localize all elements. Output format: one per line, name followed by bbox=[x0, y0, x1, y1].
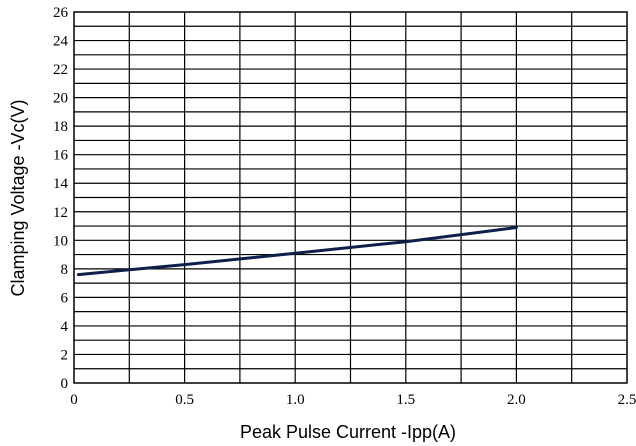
y-tick-label: 24 bbox=[53, 34, 69, 50]
y-tick-label: 22 bbox=[53, 62, 68, 78]
y-axis-label: Clamping Voltage -Vc(V) bbox=[8, 99, 28, 296]
y-tick-label: 8 bbox=[61, 262, 69, 278]
y-tick-label: 0 bbox=[61, 376, 69, 392]
x-tick-label: 2.5 bbox=[618, 392, 636, 408]
x-axis-label: Peak Pulse Current -Ipp(A) bbox=[240, 422, 456, 442]
x-tick-label: 0 bbox=[70, 392, 78, 408]
y-tick-label: 6 bbox=[61, 290, 69, 306]
x-tick-label: 2.0 bbox=[507, 392, 526, 408]
x-tick-label: 0.5 bbox=[175, 392, 194, 408]
y-tick-label: 14 bbox=[53, 176, 69, 192]
series-line bbox=[76, 226, 518, 277]
y-tick-label: 26 bbox=[53, 5, 69, 21]
plot-frame bbox=[73, 11, 628, 384]
x-tick-label: 1.0 bbox=[286, 392, 305, 408]
y-tick-label: 20 bbox=[53, 91, 68, 107]
y-tick-label: 4 bbox=[61, 319, 69, 335]
y-tick-label: 12 bbox=[53, 205, 68, 221]
y-tick-label: 18 bbox=[53, 119, 68, 135]
y-tick-label: 10 bbox=[53, 233, 68, 249]
y-tick-label: 16 bbox=[53, 148, 69, 164]
series bbox=[76, 226, 518, 277]
grid bbox=[74, 12, 627, 383]
x-tick-label: 1.5 bbox=[396, 392, 415, 408]
y-tick-label: 2 bbox=[61, 347, 69, 363]
